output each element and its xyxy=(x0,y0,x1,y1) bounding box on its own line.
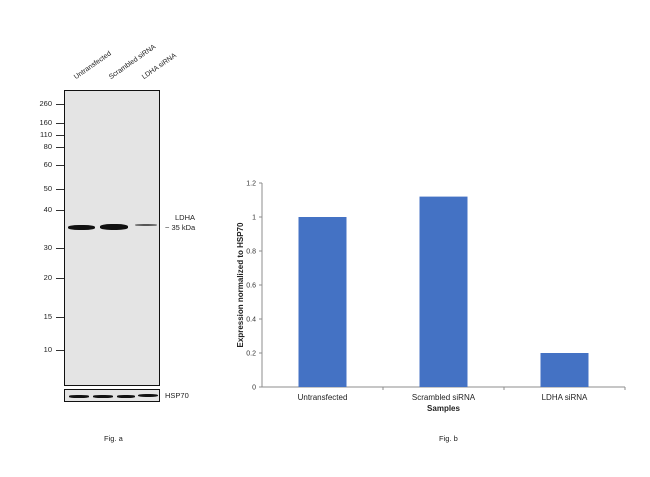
y-tick-label: 0.8 xyxy=(246,249,256,256)
bar-0 xyxy=(298,217,347,387)
ldha-band-ldha-sirna xyxy=(135,224,157,226)
y-tick-label: 1.2 xyxy=(246,181,256,188)
mw-marker-15: 15 xyxy=(43,312,52,321)
mw-marker-50: 50 xyxy=(43,184,52,193)
bar-2 xyxy=(540,353,589,387)
caption-fig-a: Fig. a xyxy=(104,434,123,443)
bar-1 xyxy=(419,196,468,387)
mw-marker-60: 60 xyxy=(43,160,52,169)
mw-tick xyxy=(56,165,64,166)
y-tick-label: 0.6 xyxy=(246,283,256,290)
hsp70-band-lane4 xyxy=(138,394,158,397)
blot-main-panel xyxy=(64,90,160,386)
y-tick-label: 1 xyxy=(252,215,256,222)
mw-marker-260: 260 xyxy=(39,99,52,108)
mw-tick xyxy=(56,189,64,190)
hsp70-band-untransfected xyxy=(69,395,89,398)
mw-tick xyxy=(56,210,64,211)
mw-marker-30: 30 xyxy=(43,243,52,252)
x-axis-title: Samples xyxy=(427,404,460,413)
ldha-band-scrambled xyxy=(100,224,128,230)
caption-fig-b: Fig. b xyxy=(439,434,458,443)
mw-tick xyxy=(56,350,64,351)
ldha-size-label: ~ 35 kDa xyxy=(165,223,196,232)
mw-marker-80: 80 xyxy=(43,142,52,151)
mw-marker-10: 10 xyxy=(43,345,52,354)
mw-tick xyxy=(56,317,64,318)
mw-marker-20: 20 xyxy=(43,273,52,282)
hsp70-label: HSP70 xyxy=(165,391,189,400)
ldha-band-untransfected xyxy=(68,225,95,230)
x-tick-label: LDHA siRNA xyxy=(542,393,588,402)
mw-marker-160: 160 xyxy=(39,118,52,127)
mw-tick xyxy=(56,123,64,124)
y-axis-title: Expression normalized to HSP70 xyxy=(236,222,245,347)
mw-tick xyxy=(56,104,64,105)
mw-tick xyxy=(56,248,64,249)
hsp70-band-lane3 xyxy=(117,395,135,398)
hsp70-band-lane2 xyxy=(93,395,113,398)
mw-tick xyxy=(56,135,64,136)
ldha-label: LDHA xyxy=(175,213,196,222)
x-tick-label: Untransfected xyxy=(298,393,348,402)
y-tick-label: 0 xyxy=(252,385,256,392)
x-tick-label: Scrambled siRNA xyxy=(412,393,476,402)
mw-tick xyxy=(56,147,64,148)
mw-marker-110: 110 xyxy=(40,130,52,139)
mw-tick xyxy=(56,278,64,279)
y-tick-label: 0.2 xyxy=(246,351,256,358)
blot-hsp70-panel xyxy=(64,389,160,402)
y-tick-label: 0.4 xyxy=(246,317,256,324)
mw-marker-40: 40 xyxy=(43,205,52,214)
